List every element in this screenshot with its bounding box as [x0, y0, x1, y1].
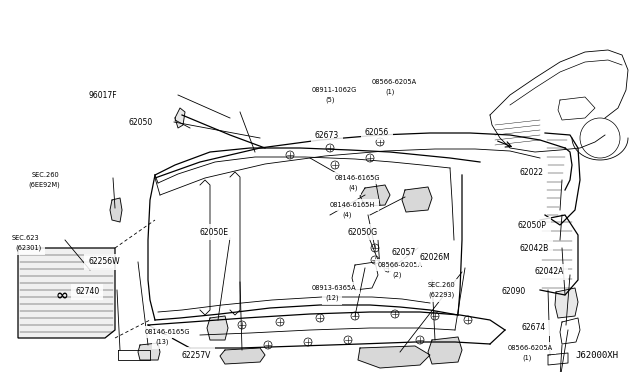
Text: (4): (4) [348, 185, 358, 191]
Text: (12): (12) [325, 295, 339, 301]
Text: (4): (4) [342, 212, 351, 218]
Text: 62673: 62673 [315, 131, 339, 140]
Text: 62256W: 62256W [88, 257, 120, 266]
Polygon shape [402, 187, 432, 212]
Text: SEC.623: SEC.623 [12, 235, 40, 241]
Text: 62050G: 62050G [348, 228, 378, 237]
Polygon shape [428, 337, 462, 364]
Text: 08913-6365A: 08913-6365A [312, 285, 356, 291]
Text: (13): (13) [155, 339, 168, 345]
Text: 08146-6165G: 08146-6165G [335, 175, 381, 181]
Text: SEC.260: SEC.260 [32, 172, 60, 178]
Text: (6EE92M): (6EE92M) [28, 182, 60, 188]
Text: 62042A: 62042A [535, 267, 564, 276]
Polygon shape [360, 185, 390, 206]
Polygon shape [175, 108, 185, 128]
Text: 62022: 62022 [520, 167, 544, 176]
Text: 62057: 62057 [392, 247, 416, 257]
Text: 62674: 62674 [522, 324, 547, 333]
Text: J62000XH: J62000XH [575, 351, 618, 360]
Text: ∞: ∞ [56, 288, 68, 302]
Text: 62257V: 62257V [182, 350, 211, 359]
Polygon shape [358, 346, 430, 368]
Text: 08146-6165G: 08146-6165G [145, 329, 191, 335]
Text: 08566-6205A: 08566-6205A [508, 345, 553, 351]
Text: 62042B: 62042B [520, 244, 549, 253]
Text: (1): (1) [385, 89, 394, 95]
Polygon shape [220, 348, 265, 364]
Text: 08566-6205A: 08566-6205A [372, 79, 417, 85]
Polygon shape [555, 288, 578, 318]
Text: 08566-6205A: 08566-6205A [378, 262, 423, 268]
Text: 62090: 62090 [502, 288, 526, 296]
Polygon shape [138, 343, 160, 360]
Text: 62050: 62050 [128, 118, 152, 126]
Text: (5): (5) [325, 97, 335, 103]
Polygon shape [207, 316, 228, 340]
Text: (1): (1) [522, 355, 531, 361]
Text: 08911-1062G: 08911-1062G [312, 87, 357, 93]
Text: 62050P: 62050P [518, 221, 547, 230]
Text: 08146-6165H: 08146-6165H [330, 202, 375, 208]
Text: (62293): (62293) [428, 292, 454, 298]
Text: 62026M: 62026M [420, 253, 451, 263]
Text: 96017F: 96017F [88, 90, 116, 99]
Text: 62740: 62740 [75, 288, 99, 296]
Text: 62056: 62056 [365, 128, 389, 137]
Polygon shape [110, 198, 122, 222]
Text: (62301): (62301) [15, 245, 41, 251]
Polygon shape [18, 248, 115, 338]
Text: (2): (2) [392, 272, 401, 278]
Text: SEC.260: SEC.260 [428, 282, 456, 288]
Text: 62050E: 62050E [200, 228, 229, 237]
